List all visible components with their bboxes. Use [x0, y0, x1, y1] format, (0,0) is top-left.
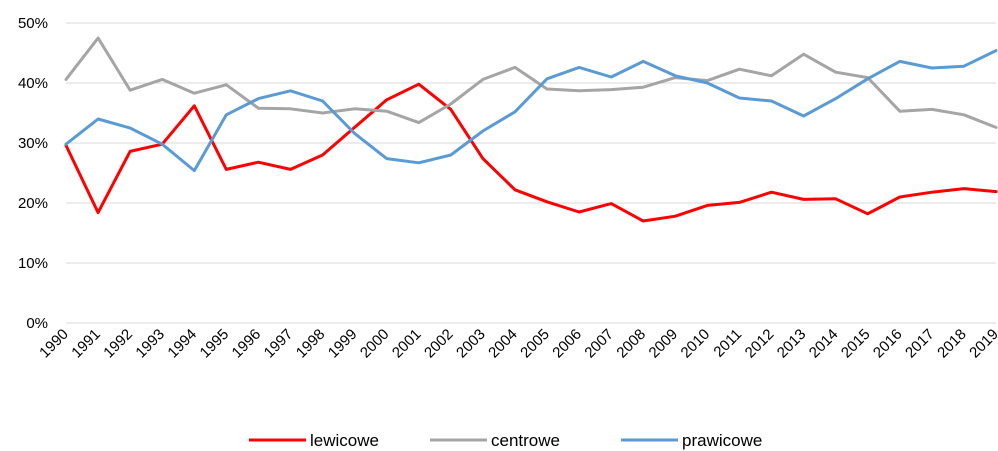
- x-tick-label: 2000: [357, 326, 393, 362]
- x-tick-label: 1991: [68, 326, 104, 362]
- x-tick-label: 2014: [806, 326, 842, 362]
- x-tick-label: 2019: [966, 326, 998, 362]
- x-tick-label: 1992: [100, 326, 136, 362]
- x-tick-label: 1993: [132, 326, 168, 362]
- legend-label-centrowe: centrowe: [491, 431, 560, 450]
- x-tick-label: 1994: [164, 326, 200, 362]
- y-tick-label: 50%: [18, 15, 48, 32]
- x-tick-label: 1999: [325, 326, 361, 362]
- x-tick-label: 1998: [293, 326, 329, 362]
- x-tick-label: 2005: [517, 326, 553, 362]
- legend: lewicowe centrowe prawicowe: [249, 431, 762, 450]
- x-axis-tick-labels: 1990199119921993199419951996199719981999…: [36, 326, 998, 362]
- x-tick-label: 2003: [453, 326, 489, 362]
- series-line-centrowe: [64, 36, 998, 129]
- x-tick-label: 2011: [710, 326, 745, 361]
- series-line-lewicowe: [64, 82, 998, 223]
- x-tick-label: 2018: [934, 326, 970, 362]
- x-tick-label: 2008: [613, 326, 649, 362]
- x-tick-label: 1996: [229, 326, 265, 362]
- x-tick-label: 2013: [774, 326, 810, 362]
- x-tick-label: 2004: [485, 326, 521, 362]
- y-tick-label: 10%: [18, 255, 48, 272]
- x-tick-label: 2015: [838, 326, 874, 362]
- x-tick-label: 1997: [261, 326, 297, 362]
- x-tick-label: 2007: [581, 326, 617, 362]
- x-tick-label: 1995: [197, 326, 233, 362]
- x-tick-label: 2006: [549, 326, 585, 362]
- x-tick-label: 2001: [389, 326, 425, 362]
- x-tick-label: 2017: [902, 326, 938, 362]
- x-tick-label: 2016: [870, 326, 906, 362]
- gridlines: [66, 22, 996, 324]
- y-axis-tick-labels: 0% 10% 20% 30% 40% 50%: [18, 15, 48, 332]
- x-tick-label: 2012: [742, 326, 778, 362]
- y-tick-label: 20%: [18, 195, 48, 212]
- y-tick-label: 40%: [18, 75, 48, 92]
- series-line-prawicowe: [64, 49, 998, 173]
- y-tick-label: 0%: [26, 315, 48, 332]
- legend-label-prawicowe: prawicowe: [682, 431, 762, 450]
- y-tick-label: 30%: [18, 135, 48, 152]
- x-tick-label: 2010: [678, 326, 714, 362]
- series-lines: [64, 36, 998, 223]
- x-tick-label: 2002: [421, 326, 457, 362]
- x-tick-label: 2009: [646, 326, 682, 362]
- legend-label-lewicowe: lewicowe: [310, 431, 379, 450]
